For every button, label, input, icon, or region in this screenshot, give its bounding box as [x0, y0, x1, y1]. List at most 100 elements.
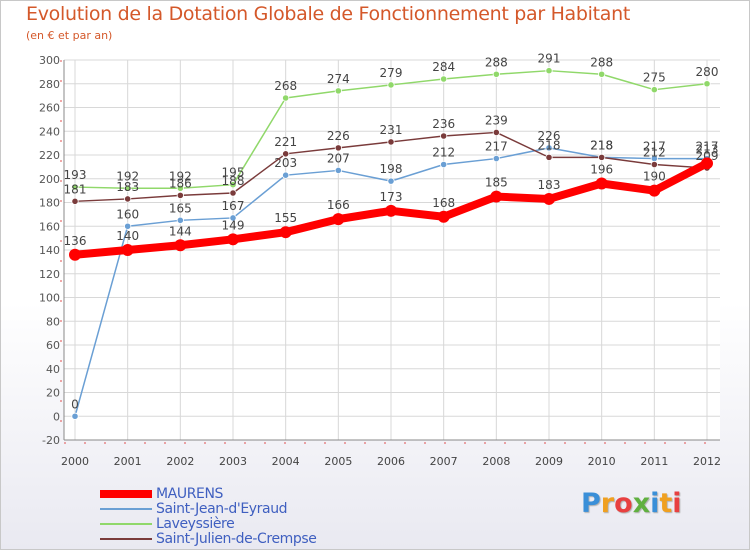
- data-point: [598, 153, 606, 161]
- data-label: 140: [116, 229, 139, 243]
- y-tick-label: -20: [42, 434, 60, 447]
- x-tick-label: 2001: [114, 455, 142, 468]
- data-label: 226: [538, 129, 561, 143]
- data-point: [492, 70, 500, 78]
- data-point: [701, 157, 713, 170]
- data-label: 198: [380, 162, 403, 176]
- data-point: [440, 160, 448, 169]
- data-point: [124, 184, 132, 192]
- brand-letter: o: [614, 488, 633, 519]
- x-tick-label: 2004: [272, 455, 300, 468]
- brand-logo: Proxiti: [581, 488, 682, 519]
- data-label: 168: [432, 196, 455, 210]
- data-label: 268: [274, 79, 297, 93]
- data-label: 291: [538, 52, 561, 66]
- y-tick-label: 280: [39, 78, 60, 91]
- brand-letter: i: [650, 488, 660, 519]
- data-point: [174, 239, 187, 252]
- data-label: 221: [274, 135, 297, 149]
- y-tick-label: 100: [39, 292, 60, 305]
- data-point: [492, 128, 500, 137]
- y-tick-label: 300: [39, 54, 60, 67]
- data-point: [440, 132, 448, 140]
- data-point: [227, 233, 239, 246]
- data-point: [703, 80, 711, 88]
- x-tick-label: 2009: [535, 455, 563, 468]
- data-point: [437, 210, 450, 223]
- data-label: 192: [116, 169, 139, 183]
- data-point: [650, 86, 658, 94]
- data-label: 280: [696, 65, 719, 79]
- data-point: [332, 213, 345, 226]
- data-point: [176, 216, 184, 224]
- data-label: 231: [380, 123, 403, 137]
- data-label: 236: [432, 117, 455, 131]
- x-tick-label: 2005: [324, 455, 352, 468]
- y-tick-label: 60: [46, 339, 60, 352]
- data-label: 192: [169, 169, 192, 183]
- data-point: [387, 138, 395, 146]
- data-label: 0: [71, 397, 79, 411]
- data-point: [648, 184, 661, 197]
- x-tick-label: 2008: [482, 455, 510, 468]
- data-point: [387, 81, 395, 89]
- data-label: 203: [274, 156, 297, 170]
- data-label: 239: [485, 113, 508, 127]
- data-label: 149: [222, 218, 245, 232]
- data-label: 217: [485, 140, 508, 154]
- y-tick-label: 0: [53, 410, 60, 423]
- y-tick-label: 220: [39, 149, 60, 162]
- data-label: 212: [643, 146, 666, 160]
- y-tick-label: 260: [39, 102, 60, 115]
- data-point: [385, 204, 397, 217]
- data-point: [334, 144, 342, 152]
- data-label: 166: [327, 198, 350, 212]
- legend-swatch: [100, 537, 152, 540]
- y-tick-label: 200: [39, 173, 60, 186]
- brand-letter: t: [659, 488, 673, 519]
- data-label: 218: [590, 138, 613, 152]
- data-point: [124, 222, 132, 230]
- legend-label: Saint-Julien-de-Crempse: [156, 530, 317, 547]
- data-label: 288: [590, 55, 613, 69]
- data-point: [282, 150, 290, 158]
- x-tick-label: 2007: [430, 455, 458, 468]
- data-label: 186: [169, 176, 192, 190]
- data-point: [650, 160, 658, 169]
- brand-letter: P: [581, 488, 601, 519]
- legend-label: Saint-Jean-d'Eyraud: [156, 500, 288, 517]
- x-tick-label: 2012: [693, 455, 721, 468]
- data-label: 188: [222, 174, 245, 188]
- data-label: 183: [116, 180, 139, 194]
- x-tick-label: 2010: [588, 455, 616, 468]
- data-point: [121, 244, 134, 256]
- series-saint-julien-de-crempse: 181 183 186 188 221 226 231 236 239 218 218 212 209: [64, 113, 719, 205]
- data-label: 284: [432, 60, 455, 74]
- y-tick-label: 80: [46, 315, 60, 328]
- data-point: [334, 166, 342, 175]
- y-tick-label: 180: [39, 197, 60, 210]
- legend-swatch: [100, 507, 152, 510]
- data-label: 181: [64, 182, 87, 196]
- data-label: 209: [696, 149, 719, 163]
- chart-subtitle: (en € et par an): [26, 29, 113, 42]
- data-label: 279: [380, 66, 403, 80]
- data-label: 196: [590, 163, 613, 177]
- data-label: 183: [538, 178, 561, 192]
- brand-letter: x: [632, 488, 651, 519]
- data-label: 173: [380, 190, 403, 204]
- data-label: 218: [590, 138, 613, 152]
- data-label: 195: [222, 166, 245, 180]
- data-label: 213: [696, 142, 719, 156]
- data-label: 207: [327, 151, 350, 165]
- series-maurens: 136 140 144 149 155 166 173 168 185 183 196 190 213: [64, 142, 719, 261]
- data-label: 217: [696, 140, 719, 154]
- y-tick-label: 160: [39, 220, 60, 233]
- y-tick-label: 120: [39, 268, 60, 281]
- data-point: [71, 183, 79, 191]
- data-point: [176, 191, 184, 199]
- chart-title: Evolution de la Dotation Globale de Fonc…: [26, 3, 631, 25]
- x-tick-label: 2002: [166, 455, 194, 468]
- y-tick-label: 140: [39, 244, 60, 257]
- data-point: [69, 248, 81, 261]
